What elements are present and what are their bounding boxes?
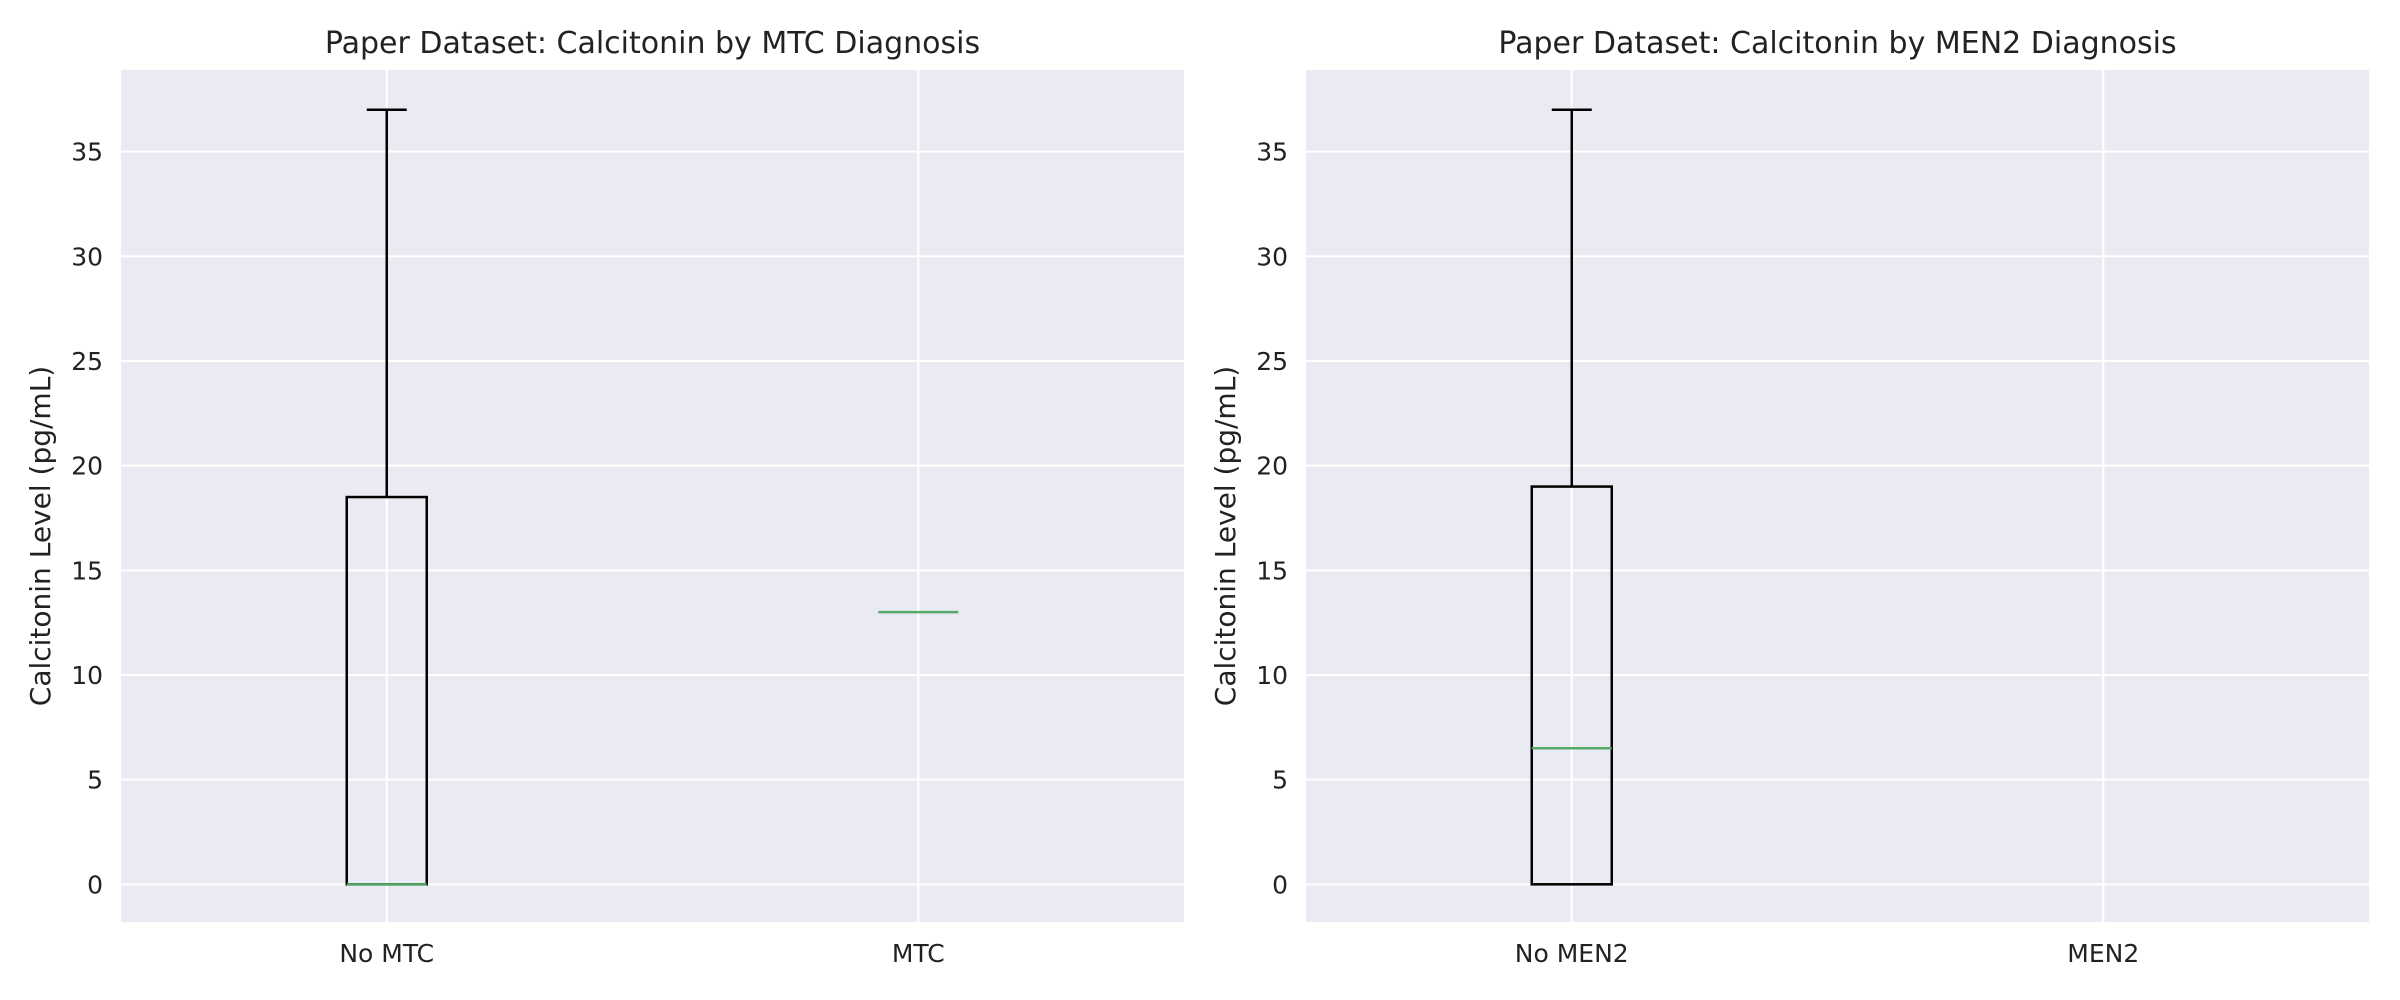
y-tick-label: 20	[71, 452, 103, 481]
y-tick-label: 35	[1256, 138, 1288, 167]
y-tick-label: 20	[1256, 452, 1288, 481]
y-tick-label: 25	[71, 347, 103, 376]
y-tick-label: 30	[1256, 242, 1288, 271]
y-axis-label: Calcitonin Level (pg/mL)	[1209, 366, 1242, 706]
chart-panel-1: 0 5 10 15 20 25 30 35 No MTC MTC Paper Dataset: Ca…	[24, 26, 1184, 968]
chart-title: Paper Dataset: Calcitonin by MEN2 Diagno…	[1498, 26, 2176, 61]
y-tick-label: 35	[71, 138, 103, 167]
y-tick-label: 15	[1256, 556, 1288, 585]
box-0	[1530, 108, 1613, 886]
chart-title: Paper Dataset: Calcitonin by MTC Diagnos…	[325, 26, 980, 61]
y-axis-label: Calcitonin Level (pg/mL)	[24, 366, 57, 706]
box-iqr	[1530, 485, 1613, 886]
y-tick-label: 30	[71, 242, 103, 271]
y-tick-label: 0	[1272, 870, 1288, 899]
y-tick-label: 10	[1256, 661, 1288, 690]
x-tick-label: MEN2	[2067, 939, 2139, 968]
box-0	[345, 108, 428, 886]
x-tick-label: No MEN2	[1515, 939, 1629, 968]
chart-panel-2: 0 5 10 15 20 25 30 35 No MEN2 MEN2 Paper Dataset: …	[1209, 26, 2369, 968]
x-tick-label: MTC	[892, 939, 945, 968]
y-tick-label: 25	[1256, 347, 1288, 376]
y-tick-label: 0	[87, 870, 103, 899]
plot-area	[1306, 70, 2369, 922]
x-tick-label: No MTC	[339, 939, 434, 968]
plot-area	[121, 70, 1184, 922]
y-tick-label: 15	[71, 556, 103, 585]
y-tick-label: 10	[71, 661, 103, 690]
y-tick-label: 5	[1272, 766, 1288, 795]
y-tick-label: 5	[87, 766, 103, 795]
